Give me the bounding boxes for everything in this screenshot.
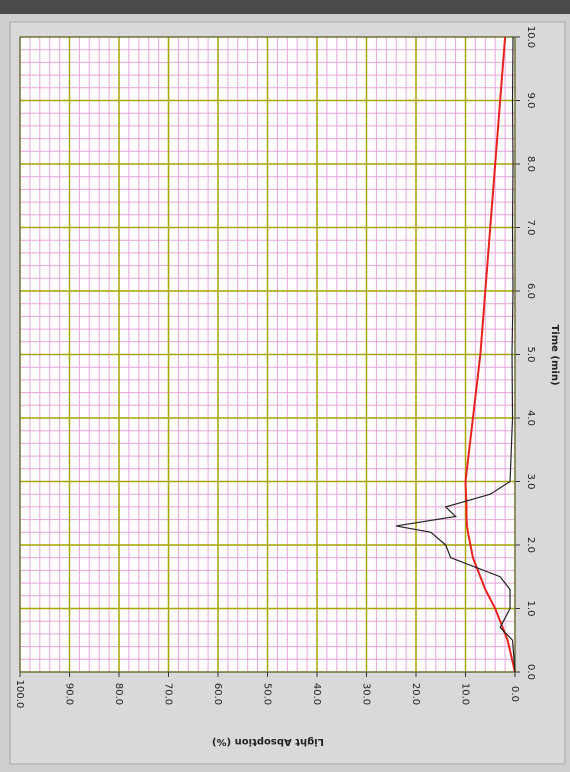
x-tick-label: 9.0 xyxy=(525,93,536,109)
y-tick-label: 50.0 xyxy=(262,683,273,705)
x-tick-label: 0.0 xyxy=(525,664,536,680)
y-axis-label: Light Absoption (%) xyxy=(212,736,324,747)
x-tick-label: 2.0 xyxy=(525,537,536,553)
y-tick-label: 40.0 xyxy=(311,683,322,705)
x-tick-label: 6.0 xyxy=(525,283,536,299)
y-tick-label: 10.0 xyxy=(460,683,471,705)
y-tick-label: 20.0 xyxy=(410,683,421,705)
x-tick-label: 3.0 xyxy=(525,474,536,490)
y-tick-label: 90.0 xyxy=(64,683,75,705)
x-tick-label: 10.0 xyxy=(525,26,536,48)
y-tick-label: 80.0 xyxy=(113,683,124,705)
data-line xyxy=(464,36,516,673)
y-tick-label: 70.0 xyxy=(163,683,174,705)
x-tick-label: 8.0 xyxy=(525,156,536,172)
x-tick-label: 5.0 xyxy=(525,347,536,363)
x-tick-label: 7.0 xyxy=(525,220,536,236)
x-axis-label: Time (min) xyxy=(549,324,560,385)
top-bar xyxy=(0,0,570,14)
y-tick-label: 100.0 xyxy=(14,680,25,709)
x-tick-label: 4.0 xyxy=(525,410,536,426)
data-line xyxy=(396,36,516,673)
plot-border xyxy=(19,36,516,673)
x-tick-label: 1.0 xyxy=(525,601,536,617)
y-tick-label: 60.0 xyxy=(212,683,223,705)
y-tick-label: 30.0 xyxy=(361,683,372,705)
y-tick-label: 0.0 xyxy=(509,686,520,702)
